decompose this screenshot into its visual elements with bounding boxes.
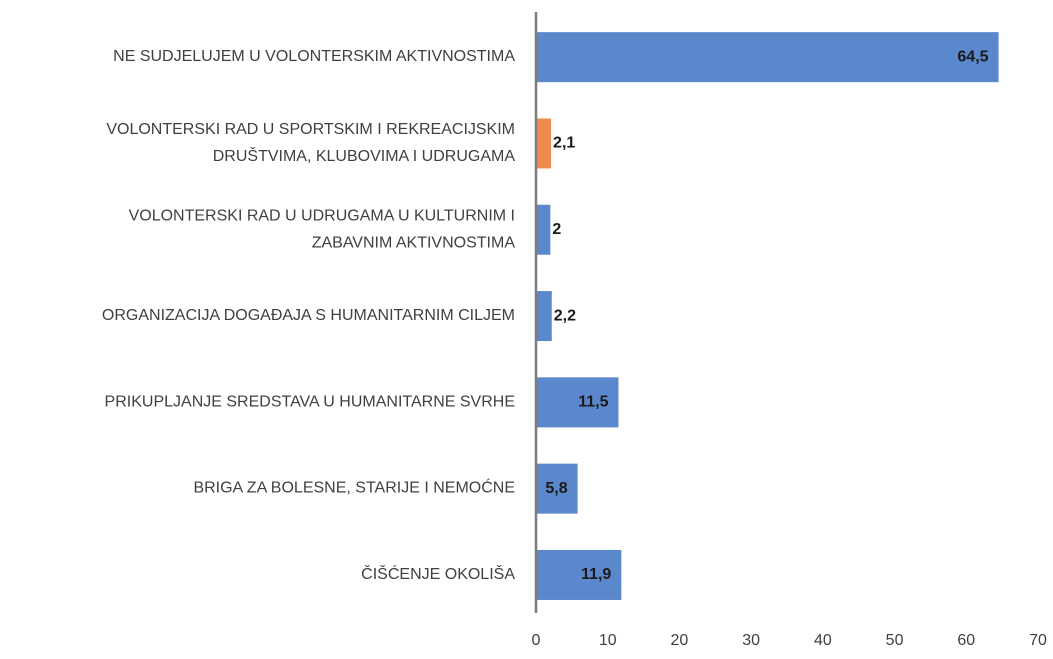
x-tick-label: 0: [532, 632, 541, 649]
y-tick-label: VOLONTERSKI RAD U UDRUGAMA U KULTURNIM I…: [129, 207, 516, 251]
value-label: 2: [552, 221, 561, 238]
bar: [536, 549, 622, 600]
y-tick-label-line: ZABAVNIM AKTIVNOSTIMA: [312, 234, 516, 251]
y-tick-label: VOLONTERSKI RAD U SPORTSKIM I REKREACIJS…: [106, 121, 515, 165]
y-tick-label-line: ORGANIZACIJA DOGAĐAJA S HUMANITARNIM CIL…: [102, 307, 515, 324]
y-tick-label: PRIKUPLJANJE SREDSTAVA U HUMANITARNE SVR…: [105, 394, 515, 411]
value-label: 64,5: [957, 48, 988, 65]
bar: [536, 118, 552, 169]
y-tick-label-line: NE SUDJELUJEM U VOLONTERSKIM AKTIVNOSTIM…: [113, 48, 515, 65]
y-tick-label-line: VOLONTERSKI RAD U UDRUGAMA U KULTURNIM I: [129, 207, 515, 224]
x-tick-label: 70: [1029, 632, 1047, 649]
value-label: 2,1: [553, 135, 575, 152]
y-tick-label-line: ČIŠĆENJE OKOLIŠA: [361, 564, 515, 583]
value-label: 5,8: [545, 480, 567, 497]
bar: [536, 32, 999, 83]
value-label: 11,5: [578, 394, 608, 411]
y-tick-label: NE SUDJELUJEM U VOLONTERSKIM AKTIVNOSTIM…: [113, 48, 515, 65]
x-tick-label: 30: [742, 632, 760, 649]
x-tick-label: 10: [599, 632, 617, 649]
y-tick-label: ORGANIZACIJA DOGAĐAJA S HUMANITARNIM CIL…: [102, 307, 515, 324]
y-tick-label: BRIGA ZA BOLESNE, STARIJE I NEMOĆNE: [193, 478, 515, 497]
value-label: 2,2: [554, 307, 576, 324]
y-tick-label-line: BRIGA ZA BOLESNE, STARIJE I NEMOĆNE: [193, 478, 515, 497]
x-tick-label: 60: [957, 632, 975, 649]
y-tick-label-line: DRUŠTVIMA, KLUBOVIMA I UDRUGAMA: [213, 146, 516, 165]
bar: [536, 204, 551, 255]
x-tick-label: 40: [814, 632, 832, 649]
bar: [536, 291, 552, 342]
y-tick-label-line: VOLONTERSKI RAD U SPORTSKIM I REKREACIJS…: [106, 121, 515, 138]
x-tick-label: 20: [671, 632, 689, 649]
value-label: 11,9: [581, 566, 611, 583]
bar: [536, 377, 619, 428]
x-tick-label: 50: [886, 632, 904, 649]
y-tick-label-line: PRIKUPLJANJE SREDSTAVA U HUMANITARNE SVR…: [105, 394, 515, 411]
bar: [536, 463, 578, 514]
y-tick-label: ČIŠĆENJE OKOLIŠA: [361, 564, 515, 583]
